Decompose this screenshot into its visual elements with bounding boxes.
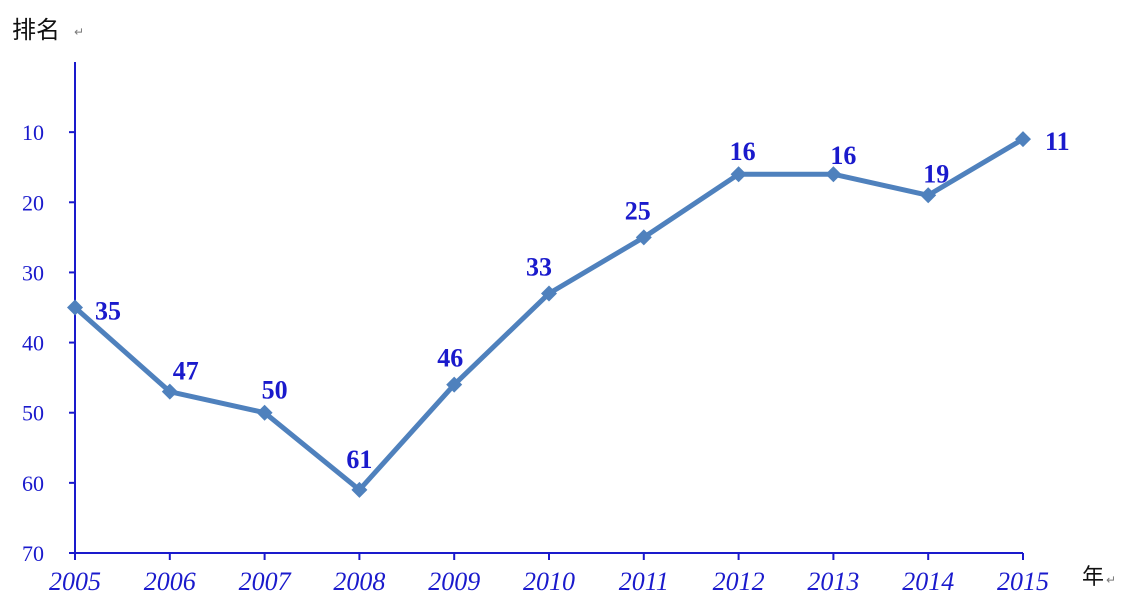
data-point-marker xyxy=(161,383,178,400)
paragraph-mark-icon: ↵ xyxy=(1106,573,1116,587)
data-point-marker xyxy=(635,229,652,246)
data-label: 46 xyxy=(437,344,463,373)
x-tick-label: 2009 xyxy=(428,567,480,596)
data-label: 47 xyxy=(173,357,199,386)
x-tick-label: 2005 xyxy=(49,567,101,596)
data-point-marker xyxy=(351,481,368,498)
series-line xyxy=(72,136,1026,493)
x-tick-label: 2012 xyxy=(713,567,765,596)
data-point-marker xyxy=(730,166,747,183)
data-label: 35 xyxy=(95,297,121,326)
y-tick-label: 10 xyxy=(22,120,44,145)
y-tick-label: 70 xyxy=(22,541,44,566)
data-label: 25 xyxy=(625,196,651,225)
data-label: 61 xyxy=(346,445,372,474)
data-label: 33 xyxy=(526,252,552,281)
y-axis-ticks: 10 20 30 40 50 60 70 xyxy=(22,120,75,566)
y-tick-label: 60 xyxy=(22,471,44,496)
data-point-marker xyxy=(920,187,937,204)
data-label: 19 xyxy=(923,159,949,188)
x-tick-label: 2006 xyxy=(144,567,196,596)
x-axis-ticks: 2005 2006 2007 2008 2009 2010 2011 2012 2013 2014… xyxy=(49,553,1049,596)
x-axis-title: 年 xyxy=(1082,565,1104,590)
y-tick-label: 30 xyxy=(22,260,44,285)
x-tick-label: 2011 xyxy=(619,567,669,596)
data-label: 16 xyxy=(730,137,756,166)
data-point-marker xyxy=(1015,131,1031,148)
data-label: 50 xyxy=(262,376,288,405)
y-tick-label: 40 xyxy=(22,331,44,356)
x-tick-label: 2008 xyxy=(333,567,385,596)
data-point-marker xyxy=(541,285,557,302)
x-tick-label: 2010 xyxy=(523,567,575,596)
y-axis-title: 排名 xyxy=(12,16,60,44)
y-tick-label: 20 xyxy=(22,190,44,215)
y-tick-label: 50 xyxy=(22,401,44,426)
x-tick-label: 2014 xyxy=(902,567,954,596)
data-point-marker xyxy=(256,404,273,421)
x-tick-label: 2015 xyxy=(997,567,1049,596)
data-label: 16 xyxy=(830,141,856,170)
data-point-marker xyxy=(446,376,463,393)
x-tick-label: 2007 xyxy=(239,567,292,596)
data-point-marker xyxy=(825,166,842,183)
x-tick-label: 2013 xyxy=(807,567,859,596)
series-group: 35 47 50 61 46 33 25 16 16 19 11 xyxy=(67,127,1070,498)
data-label: 11 xyxy=(1045,127,1070,156)
data-point-marker xyxy=(67,299,83,316)
paragraph-mark-icon: ↵ xyxy=(74,25,84,39)
